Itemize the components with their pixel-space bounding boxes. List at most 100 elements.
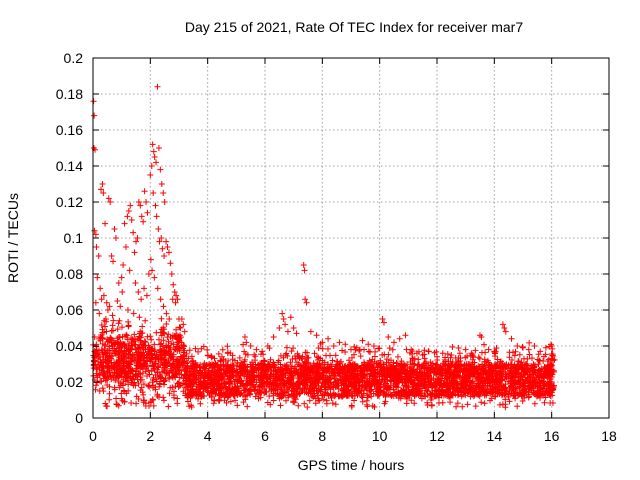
background-point — [112, 350, 119, 357]
background-point — [174, 395, 181, 402]
background-point — [547, 400, 554, 407]
background-point — [132, 335, 139, 342]
background-point — [481, 400, 488, 407]
background-point — [115, 334, 122, 341]
background-point — [270, 385, 277, 392]
background-point — [208, 354, 215, 361]
background-point — [345, 362, 352, 369]
background-point — [458, 378, 465, 385]
background-point — [314, 373, 321, 380]
background-point — [454, 387, 461, 394]
background-point — [456, 362, 463, 369]
background-point — [270, 373, 277, 380]
background-point — [251, 351, 258, 358]
background-point — [480, 387, 487, 394]
background-point — [437, 370, 444, 377]
data-point — [107, 199, 114, 205]
background-point — [215, 350, 222, 357]
background-point — [339, 347, 346, 354]
background-point — [139, 370, 146, 377]
background-point — [250, 369, 257, 376]
background-point — [228, 381, 235, 388]
background-point — [408, 397, 415, 404]
background-point — [187, 394, 194, 401]
background-point — [535, 388, 542, 395]
background-point — [433, 381, 440, 388]
background-point — [441, 381, 448, 388]
background-point — [512, 370, 519, 377]
background-point — [488, 372, 495, 379]
background-point — [463, 381, 470, 388]
x-tick-labels: 0 2 4 6 8 10 12 14 16 18 — [89, 428, 617, 444]
data-point — [128, 217, 135, 223]
background-point — [252, 393, 259, 400]
background-point — [280, 354, 287, 361]
data-point — [143, 292, 150, 299]
background-point — [328, 395, 335, 402]
background-point — [380, 388, 387, 395]
background-point — [230, 390, 237, 397]
background-point — [346, 357, 353, 364]
background-point — [512, 395, 519, 402]
background-point — [399, 375, 406, 382]
background-point — [109, 352, 116, 359]
background-point — [317, 355, 324, 362]
background-point — [485, 377, 492, 384]
data-point — [104, 307, 111, 313]
background-point — [378, 368, 385, 375]
background-point — [455, 344, 462, 351]
background-point — [355, 388, 362, 395]
data-point — [125, 208, 132, 214]
background-point — [492, 384, 499, 391]
background-point — [157, 341, 164, 348]
background-point — [167, 355, 174, 362]
data-point — [95, 253, 102, 259]
background-point — [510, 388, 517, 395]
background-point — [386, 345, 393, 352]
data-point — [157, 296, 164, 303]
data-point — [132, 280, 139, 286]
data-point — [173, 292, 180, 299]
background-point — [224, 388, 231, 395]
background-point — [290, 345, 297, 352]
data-point — [485, 346, 492, 353]
background-point — [94, 366, 101, 373]
data-point — [173, 332, 180, 339]
data-point — [370, 343, 377, 349]
background-point — [422, 358, 429, 365]
background-point — [158, 340, 165, 347]
background-point — [198, 391, 205, 398]
background-point — [227, 375, 234, 382]
y-tick-label: 0.12 — [56, 194, 83, 210]
background-point — [243, 380, 250, 387]
background-point — [296, 390, 303, 397]
background-point — [321, 379, 328, 386]
background-point — [226, 391, 233, 398]
y-tick-label: 0.2 — [64, 50, 84, 66]
background-point — [258, 360, 265, 367]
background-point — [466, 372, 473, 379]
background-point — [384, 374, 391, 381]
background-point — [315, 395, 322, 402]
y-tick-label: 0.1 — [64, 230, 84, 246]
background-point — [361, 374, 368, 381]
background-point — [377, 364, 384, 371]
background-point — [364, 387, 371, 394]
background-point — [290, 385, 297, 392]
background-point — [428, 402, 435, 409]
background-point — [164, 334, 171, 341]
background-point — [486, 361, 493, 368]
background-point — [455, 354, 462, 361]
background-point — [139, 389, 146, 396]
background-point — [295, 353, 302, 360]
data-point — [287, 314, 294, 321]
background-point — [495, 389, 502, 396]
background-point — [206, 361, 213, 368]
background-point — [329, 357, 336, 364]
background-point — [416, 390, 423, 397]
background-point — [288, 379, 295, 386]
x-tick-label: 18 — [601, 428, 617, 444]
data-point — [167, 260, 174, 267]
background-point — [526, 368, 533, 375]
